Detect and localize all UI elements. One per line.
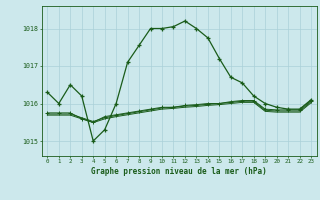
X-axis label: Graphe pression niveau de la mer (hPa): Graphe pression niveau de la mer (hPa) <box>91 167 267 176</box>
